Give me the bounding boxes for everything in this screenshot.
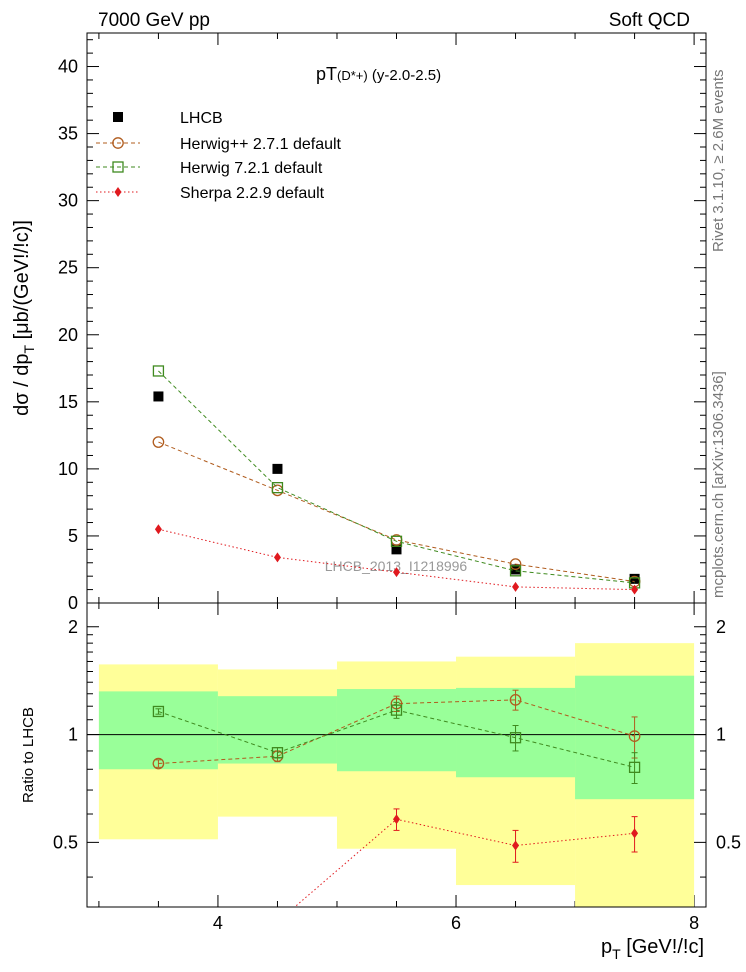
header-left: 7000 GeV pp — [98, 10, 210, 31]
legend-marker — [112, 161, 124, 173]
ratio-data-point — [390, 704, 403, 716]
data-point — [154, 524, 162, 535]
ratio-data-point — [631, 828, 639, 839]
data-point — [393, 567, 400, 578]
legend-marker — [112, 137, 124, 149]
main-plot: 0 5 10 15 20 25 30 35 40 dσ / dpT [μb/(GeV!/!c)] p… — [11, 32, 707, 907]
ratio-plot: 4 6 8 0.5 0.5 1 1 2 2 Ratio to LHCB pT [GeV!/!c] — [20, 602, 741, 962]
legend-label: Herwig++ 2.7.1 default — [180, 136, 342, 153]
data-point — [153, 391, 164, 402]
legend-label: Sherpa 2.2.9 default — [180, 185, 325, 202]
ratio-data-point — [628, 730, 641, 742]
y-tick-label: 10 — [58, 459, 78, 479]
y-tick-label: 15 — [58, 392, 78, 412]
data-point — [631, 584, 639, 595]
ratio-y-tick-label: 0.5 — [53, 832, 78, 852]
ratio-data-point — [152, 757, 165, 770]
ratio-data-point — [393, 814, 400, 825]
data-point — [629, 573, 640, 584]
series-line — [158, 370, 635, 584]
data-point — [391, 544, 402, 555]
y-tick-label: 40 — [58, 57, 78, 77]
x-axis-label: pT [GeV!/!c] — [601, 936, 704, 962]
plot-title: pT(D*+) (y-2.0-2.5) — [316, 64, 441, 84]
ratio-y-tick-label-right: 1 — [716, 725, 726, 745]
header-right: Soft QCD — [609, 10, 690, 31]
data-point — [272, 463, 283, 474]
data-point — [271, 482, 284, 494]
ratio-y-tick-label: 2 — [68, 617, 78, 637]
mcplots-label: mcplots.cern.ch [arXiv:1306.3436] — [710, 371, 727, 598]
data-point — [273, 552, 281, 563]
x-tick-label: 8 — [689, 913, 699, 933]
ratio-plot-frame — [86, 602, 707, 908]
data-point — [152, 436, 165, 448]
rivet-label: Rivet 3.1.10, ≥ 2.6M events — [710, 70, 727, 253]
ratio-data-point — [152, 705, 165, 718]
series-line — [158, 441, 635, 583]
ratio-bands — [98, 643, 695, 907]
y-axis-label: dσ / dpT [μb/(GeV!/!c)] — [11, 220, 37, 416]
y-tick-label: 30 — [58, 191, 78, 211]
legend-label: LHCB — [180, 110, 223, 127]
ratio-y-tick-label: 1 — [68, 725, 78, 745]
y-tick-label: 20 — [58, 325, 78, 345]
legend-label: Herwig 7.2.1 default — [180, 160, 323, 177]
uncertainty-band-inner — [98, 691, 218, 770]
y-tick-label: 5 — [68, 526, 78, 546]
y-tick-label: 25 — [58, 258, 78, 278]
data-point — [390, 535, 403, 547]
data-point — [509, 558, 522, 570]
ratio-data-point — [512, 840, 520, 851]
data-point — [152, 365, 165, 377]
ratio-data-point — [509, 732, 522, 744]
legend-marker — [113, 112, 123, 122]
data-point — [509, 565, 522, 577]
x-tick-label: 4 — [213, 913, 223, 933]
ratio-y-axis-label: Ratio to LHCB — [20, 707, 37, 803]
y-tick-label: 0 — [68, 593, 78, 613]
ratio-series — [152, 689, 641, 907]
legend-marker — [114, 187, 122, 197]
ratio-y-tick-label-right: 0.5 — [716, 832, 741, 852]
ratio-data-point — [509, 694, 522, 706]
ratio-series-line — [158, 699, 635, 765]
analysis-watermark: LHCB_2013_I1218996 — [325, 558, 468, 574]
ratio-data-point — [628, 761, 641, 773]
ratio-data-point — [271, 747, 284, 759]
y-tick-label: 35 — [58, 124, 78, 144]
data-point — [512, 581, 520, 592]
ratio-y-tick-label-right: 2 — [716, 617, 726, 637]
x-tick-label: 6 — [451, 913, 461, 933]
